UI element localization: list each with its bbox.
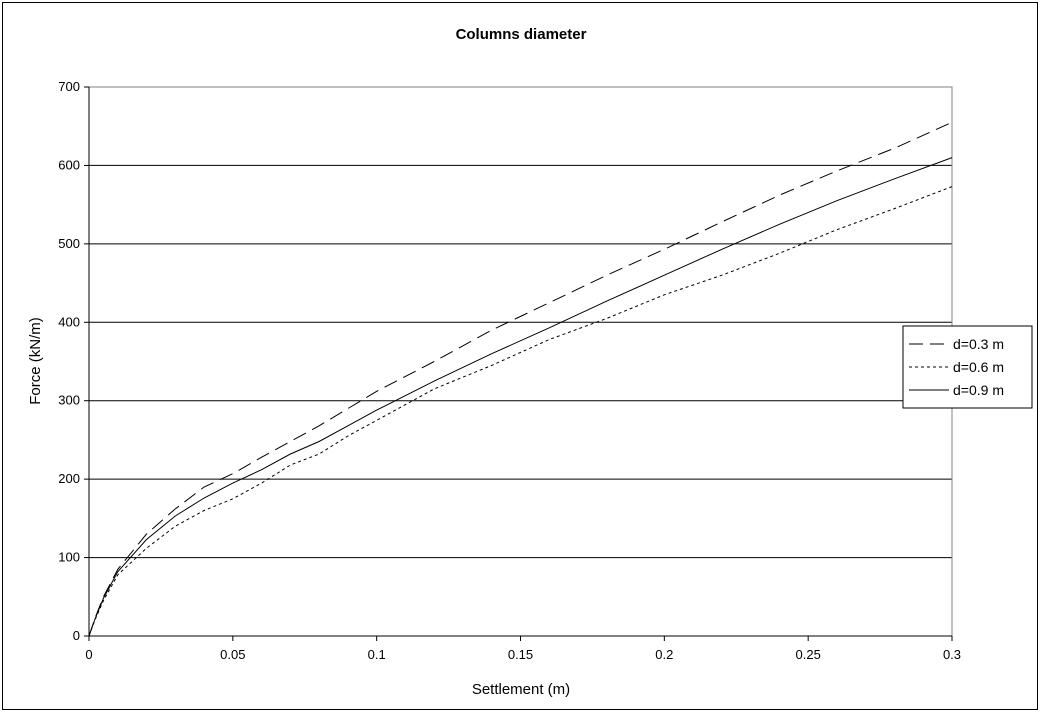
legend-label-2: d=0.6 m	[953, 359, 1004, 375]
y-axis-label: Force (kN/m)	[27, 317, 44, 405]
y-tick-label: 700	[58, 79, 80, 94]
legend-box	[902, 325, 1033, 409]
y-tick-label: 600	[58, 157, 80, 172]
x-tick-label: 0.3	[943, 647, 961, 662]
series-line-1	[88, 121, 953, 637]
y-tick-label: 100	[58, 550, 80, 565]
x-axis-label: Settlement (m)	[472, 681, 570, 698]
y-tick-label: 0	[73, 628, 80, 643]
axes: 0 100 200 300 400 500 600 700 0 0.05 0.1 0.15 0.2 0.2…	[58, 79, 961, 662]
y-tick-label: 400	[58, 314, 80, 329]
legend-label-3: d=0.9 m	[953, 382, 1004, 398]
y-tick-label: 500	[58, 236, 80, 251]
legend-label-1: d=0.3 m	[953, 336, 1004, 352]
series-layer	[88, 121, 953, 637]
y-tick-label: 300	[58, 393, 80, 408]
x-tick-label: 0.05	[220, 647, 245, 662]
x-tick-label: 0	[85, 647, 92, 662]
legend: d=0.3 m d=0.6 m d=0.9 m	[902, 325, 1033, 409]
y-tick-label: 200	[58, 471, 80, 486]
series-line-3	[88, 157, 953, 637]
x-tick-label: 0.2	[655, 647, 673, 662]
x-tick-label: 0.25	[796, 647, 821, 662]
x-tick-label: 0.15	[508, 647, 533, 662]
chart-title: Columns diameter	[456, 26, 587, 43]
plot-area-border	[88, 86, 953, 637]
series-line-2	[88, 186, 953, 637]
x-tick-label: 0.1	[368, 647, 386, 662]
gridlines	[89, 86, 952, 559]
